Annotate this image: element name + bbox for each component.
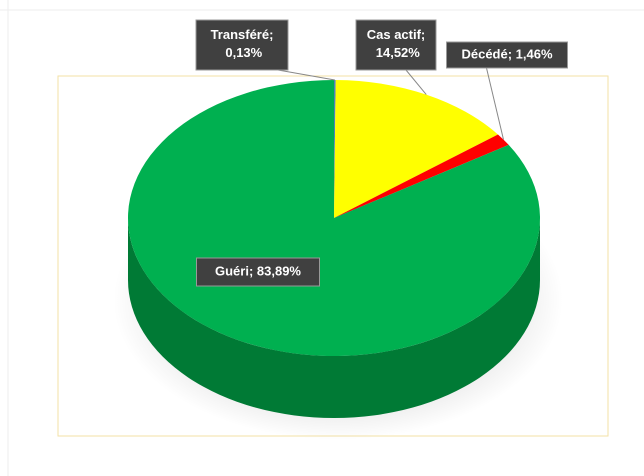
pie: [128, 80, 540, 418]
pie-slice: [128, 80, 540, 356]
pie-slice: [334, 80, 336, 218]
pie-side: [128, 218, 540, 418]
label-box: [195, 19, 289, 71]
data-label: Transféré; 0,13%: [211, 27, 274, 60]
data-label: Décédé; 1,46%: [461, 46, 552, 61]
labels: Transféré; 0,13% Cas actif; 14,52% Décédé;…: [195, 19, 568, 287]
leader-line: [277, 69, 335, 81]
leader-line: [486, 67, 504, 140]
label-box: [196, 257, 320, 287]
data-label: Cas actif; 14,52%: [367, 27, 426, 60]
label-box: [446, 41, 568, 69]
pie-slice: [334, 80, 498, 218]
pie-slice: [334, 134, 509, 218]
data-label: Guéri; 83,89%: [215, 263, 301, 278]
leader-line: [405, 69, 427, 95]
label-box: [355, 19, 437, 71]
